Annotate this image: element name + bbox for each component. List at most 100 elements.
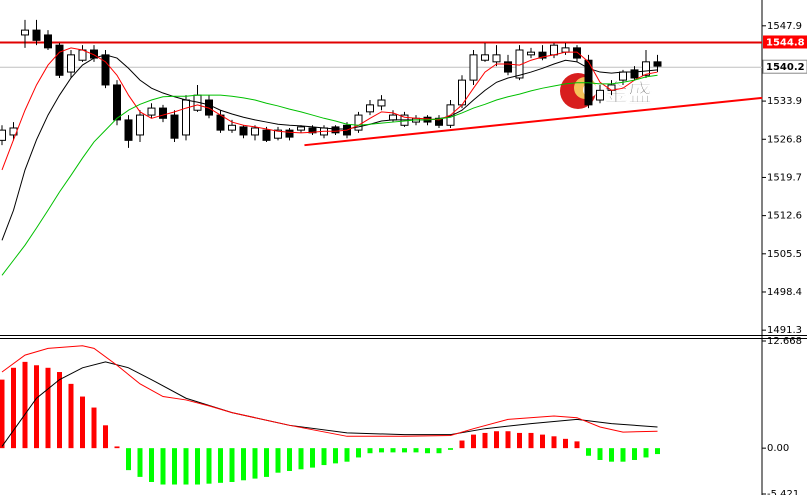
histogram-bar [436,448,442,454]
candle-body [642,61,650,76]
y-tick-label: 1505.5 [767,249,802,260]
candle-body [331,126,340,134]
histogram-bar [425,448,430,454]
histogram-bar [57,372,62,449]
histogram-bar [655,448,660,455]
histogram-bar [597,448,603,460]
candle-body [228,124,236,131]
histogram-bar [482,432,488,449]
moving-average [1,47,658,171]
candle-body [389,114,397,121]
candle-body [274,129,282,139]
histogram-bar [241,448,246,481]
histogram-bar [172,448,177,485]
candle-body [285,129,294,138]
y-tick-label: 1512.6 [767,211,802,222]
histogram-bar [80,396,85,449]
histogram-bar [206,448,212,484]
candle-body [630,69,639,79]
histogram-bar [68,383,74,449]
trend-line [304,96,763,147]
y-tick-label: 1498.4 [767,287,802,298]
histogram-bar [459,440,465,449]
histogram-bar [505,431,511,449]
histogram-bar [471,434,476,449]
candle-body [435,117,443,126]
histogram-bar [540,434,545,449]
y-tick-label: 1533.9 [767,96,802,107]
histogram-bar [379,448,384,453]
y-tick-label: 1519.7 [767,172,802,183]
price-tag [763,35,807,49]
histogram-bar [218,448,223,483]
histogram-bar [632,448,637,460]
histogram-bar [91,407,97,449]
candle-body [216,114,225,131]
candle-body [113,84,121,121]
histogram-bar [34,365,39,449]
candle-body [136,114,144,136]
histogram-bar [149,448,154,482]
histogram-bar [275,448,281,473]
histogram-bar [344,448,350,462]
candle-body [0,129,6,141]
histogram-bar [252,448,258,479]
candle-body [469,54,478,81]
candle-body [653,61,662,67]
price-tag-label: 1544.8 [766,37,805,48]
histogram-bar [528,432,534,449]
candle-body [251,127,259,136]
candle-body [504,61,512,73]
histogram-bar [287,448,292,471]
candle-body [573,47,581,59]
histogram-bar [356,448,361,458]
histogram-bar [448,448,453,450]
histogram-bar [494,431,499,449]
moving-average [1,74,658,276]
candle-body [124,119,133,141]
moving-average [1,54,658,241]
histogram-bar [137,448,143,477]
histogram-bar [183,448,189,485]
histogram-bar [114,446,120,449]
candle-body [297,126,305,131]
candle-body [44,34,52,49]
candle-body [32,29,41,41]
candle-body [538,51,547,59]
watermark: 金盛 [603,79,652,107]
histogram-bar [103,425,108,449]
candle-body [366,104,374,113]
candle-body [481,54,489,61]
histogram-bar [264,448,269,477]
candle-body [492,54,501,63]
candle-body [527,51,535,56]
candle-body [308,127,317,134]
y-tick-label: 1526.8 [767,134,802,145]
histogram-bar [367,448,373,454]
candle-body [239,126,248,136]
y-tick-label: 12.668 [767,336,802,347]
candle-body [21,29,29,36]
histogram-bar [298,448,304,470]
histogram-bar [321,448,327,466]
histogram-bar [390,448,396,453]
candle-body [101,54,110,86]
candle-body [170,114,179,139]
histogram-bar [0,379,5,449]
y-tick-label: 1491.3 [767,325,802,336]
histogram-bar [620,448,626,462]
histogram-bar [551,436,557,449]
candle-body [354,114,363,131]
y-tick-label: 1547.9 [767,21,802,32]
y-tick-label: 0.00 [767,443,789,454]
histogram-bar [402,448,407,453]
candle-body [377,99,386,107]
histogram-bar [413,448,419,453]
histogram-bar [195,448,200,485]
candle-body [262,129,271,141]
histogram-bar [609,448,614,462]
y-tick-label: -5.421 [767,489,799,495]
candle-body [182,99,190,136]
